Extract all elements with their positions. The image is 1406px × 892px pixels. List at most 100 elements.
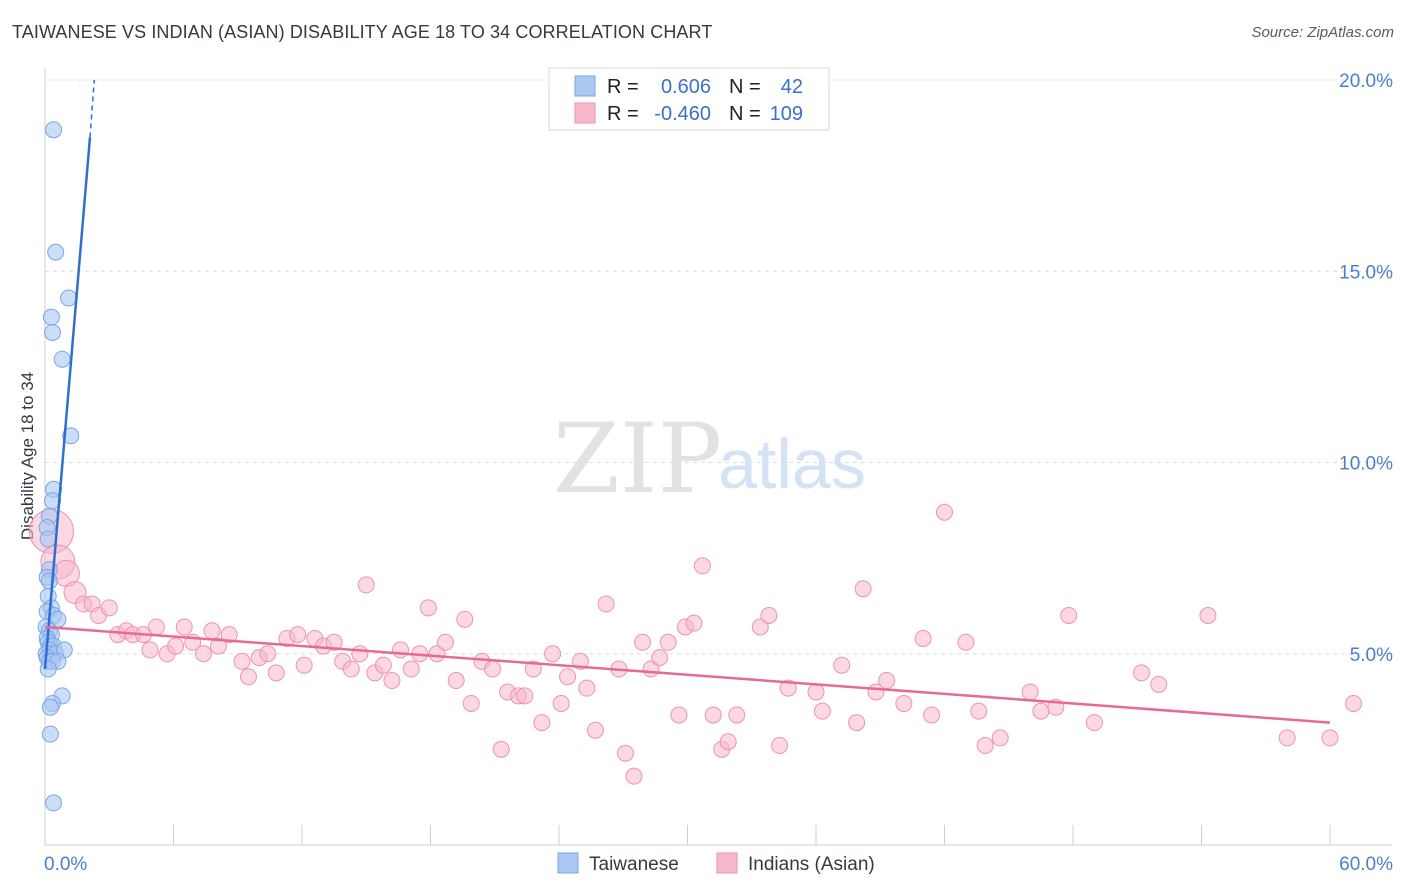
- tick-labels: 5.0% 10.0% 15.0% 20.0% 0.0% 60.0%: [44, 71, 1393, 875]
- taiwanese-point: [47, 243, 65, 261]
- indian-point: [833, 656, 851, 674]
- indian-point: [357, 576, 375, 594]
- indian-point: [670, 706, 688, 724]
- indian-point: [484, 660, 502, 678]
- indian-point: [1085, 714, 1103, 732]
- indian-point: [751, 618, 769, 636]
- taiwanese-point: [42, 308, 60, 326]
- gridlines: [45, 79, 1392, 655]
- indian-point: [923, 706, 941, 724]
- y-tick-label: 5.0%: [1350, 645, 1393, 666]
- indian-point: [586, 721, 604, 739]
- indian-point: [1060, 607, 1078, 624]
- x-tick-label-min: 0.0%: [44, 854, 87, 875]
- correlation-legend: R = 0.606 N = 42 R = -0.460 N = 109: [548, 67, 830, 131]
- legend-r-label-1: R =: [607, 76, 639, 98]
- indian-point: [533, 714, 551, 732]
- indian-point: [895, 694, 913, 712]
- indian-point: [1133, 664, 1151, 682]
- indian-point: [625, 767, 643, 785]
- indian-point: [1345, 694, 1363, 712]
- indian-point: [419, 599, 437, 617]
- taiwanese-trend-extension: [89, 79, 96, 138]
- legend-r-value-1: 0.606: [661, 76, 711, 98]
- indian-point: [209, 637, 227, 655]
- indian-trend-line: [44, 625, 1331, 724]
- indian-point: [807, 683, 825, 701]
- y-tick-label: 10.0%: [1339, 454, 1393, 475]
- indian-point: [634, 633, 652, 651]
- indian-point: [616, 744, 634, 762]
- y-tick-label: 20.0%: [1339, 71, 1393, 92]
- legend-r-value-2: -0.460: [654, 103, 711, 125]
- taiwanese-point: [41, 725, 59, 743]
- legend-n-label-2: N =: [729, 103, 761, 125]
- indian-point: [100, 599, 118, 617]
- indian-point: [462, 694, 480, 712]
- taiwanese-point: [45, 794, 63, 812]
- indian-point: [597, 595, 615, 613]
- indian-point: [295, 656, 313, 674]
- indian-point: [704, 706, 722, 724]
- indian-point: [854, 580, 872, 598]
- indian-point: [203, 622, 221, 640]
- indian-point: [141, 641, 159, 659]
- bottom-legend-indian: Indians (Asian): [748, 854, 875, 875]
- indian-point: [147, 618, 165, 636]
- taiwanese-point: [62, 427, 80, 445]
- indian-point: [1278, 729, 1296, 747]
- legend-box: [548, 67, 830, 131]
- indian-point: [1199, 607, 1217, 624]
- indian-point: [991, 729, 1009, 747]
- indian-point: [167, 637, 185, 655]
- indian-point: [392, 641, 410, 659]
- indian-point: [239, 668, 257, 686]
- indian-point: [516, 687, 534, 705]
- taiwanese-point: [53, 350, 71, 368]
- y-tick-label: 15.0%: [1339, 262, 1393, 283]
- indian-point: [544, 645, 562, 663]
- indian-point: [447, 672, 465, 690]
- indian-point: [957, 633, 975, 651]
- indian-point: [233, 652, 251, 670]
- indian-point: [492, 740, 510, 758]
- indian-point: [325, 633, 343, 651]
- indian-point: [1321, 729, 1339, 747]
- x-tick-label-max: 60.0%: [1339, 854, 1393, 875]
- indian-point: [878, 672, 896, 690]
- taiwanese-point: [45, 121, 63, 139]
- taiwanese-series: [37, 121, 80, 812]
- indian-point: [848, 714, 866, 732]
- indian-point: [760, 607, 778, 624]
- chart-title: TAIWANESE VS INDIAN (ASIAN) DISABILITY A…: [12, 22, 713, 42]
- taiwanese-point: [40, 572, 58, 590]
- indian-point: [436, 633, 454, 651]
- indian-point: [428, 645, 446, 663]
- indian-point: [552, 694, 570, 712]
- indian-point: [578, 679, 596, 697]
- indian-point: [970, 702, 988, 720]
- watermark: ZIP atlas: [553, 403, 866, 515]
- indian-point: [175, 618, 193, 636]
- trend-lines: [43, 79, 1331, 724]
- indian-point: [456, 610, 474, 628]
- legend-n-value-2: 109: [770, 103, 803, 125]
- y-axis-label: Disability Age 18 to 34: [18, 372, 37, 540]
- bottom-legend-taiwanese: Taiwanese: [589, 854, 679, 875]
- indian-point: [914, 629, 932, 647]
- indian-point: [813, 702, 831, 720]
- taiwanese-point: [60, 289, 78, 307]
- taiwanese-trend-line: [43, 137, 92, 670]
- indian-point: [1021, 683, 1039, 701]
- indian-point: [693, 557, 711, 575]
- indian-point: [1150, 675, 1168, 693]
- legend-swatch-indian: [574, 102, 596, 124]
- indian-point: [289, 626, 307, 644]
- taiwanese-point: [41, 698, 59, 716]
- indian-point: [194, 645, 212, 663]
- indian-point: [402, 660, 420, 678]
- series-legend: Taiwanese Indians (Asian): [557, 852, 875, 875]
- legend-swatch-taiwanese: [574, 75, 596, 97]
- indian-point: [685, 614, 703, 632]
